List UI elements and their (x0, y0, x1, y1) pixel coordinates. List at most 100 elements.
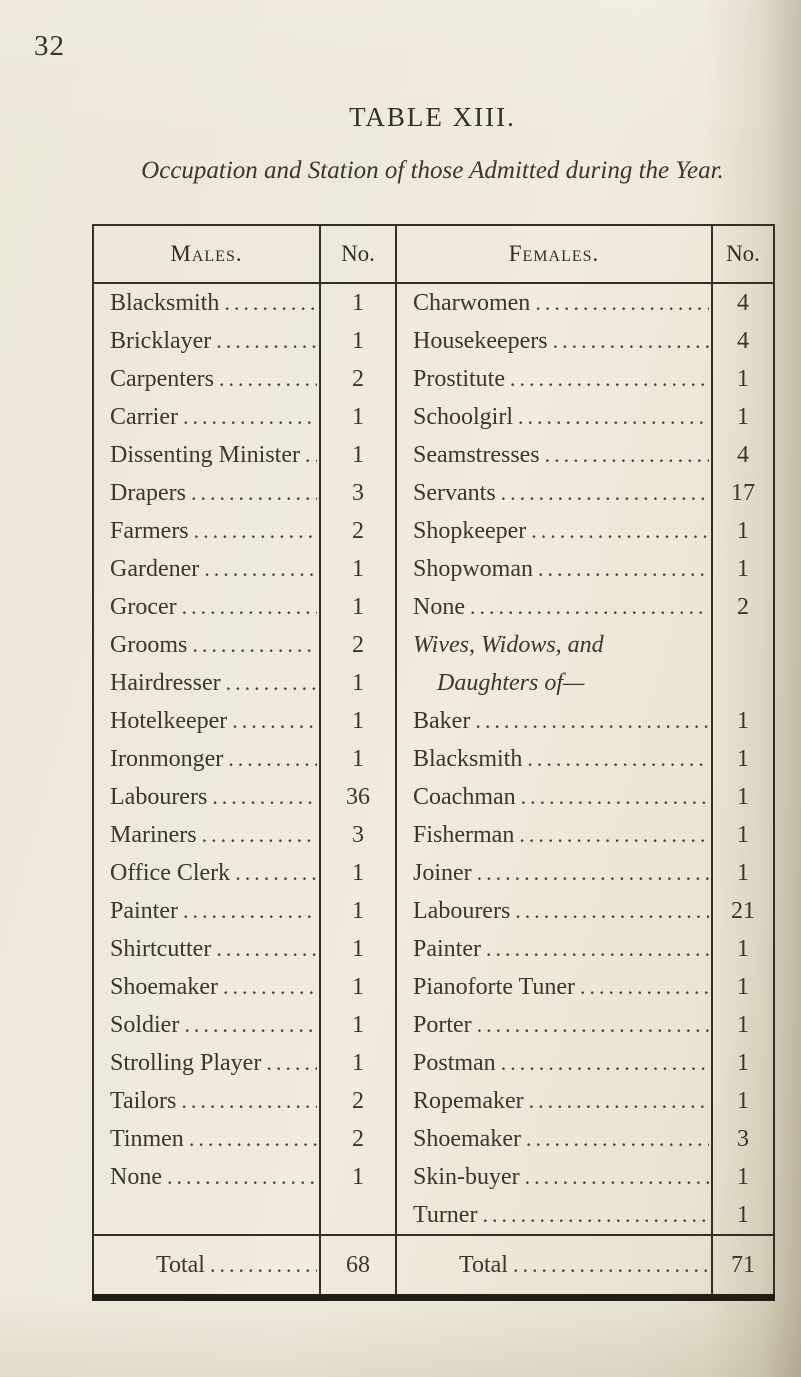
female-count: 1 (711, 360, 774, 398)
dot-leader (516, 778, 709, 816)
female-occupation-label: Housekeepers (413, 328, 548, 354)
female-occupation-label: Joiner (413, 860, 472, 886)
female-total-label: Total (459, 1252, 508, 1278)
table-row: Bricklayer 1 Housekeepers 4 (93, 322, 774, 360)
female-occupation-label: Postman (413, 1050, 496, 1076)
female-occupation-cell: Seamstresses (395, 436, 712, 474)
male-count: 1 (319, 968, 396, 1006)
dot-leader (472, 1006, 709, 1044)
male-count: 1 (319, 702, 396, 740)
occupation-table-body: Blacksmith 1 Charwomen 4 Bricklayer 1 Housekee… (93, 283, 774, 1235)
table-row: Dissenting Minister 1 Seamstresses 4 (93, 436, 774, 474)
female-occupation-cell: Fisherman (395, 816, 712, 854)
male-occupation-cell: Drapers (93, 474, 320, 512)
female-occupation-cell: Ropemaker (395, 1082, 712, 1120)
male-occupation-label: Hairdresser (110, 670, 221, 696)
table-row: Painter 1 Labourers 21 (93, 892, 774, 930)
female-occupation-label: Daughters of— (437, 670, 585, 696)
male-total-label: Total (156, 1252, 205, 1278)
dot-leader (187, 626, 317, 664)
table-row: Farmers 2 Shopkeeper 1 (93, 512, 774, 550)
female-total-value: 71 (711, 1234, 774, 1298)
female-count: 1 (711, 968, 774, 1006)
male-occupation-label: Dissenting Minister (110, 442, 300, 468)
dot-leader (530, 284, 709, 322)
female-occupation-cell: Porter (395, 1006, 712, 1044)
table-row: Soldier 1 Porter 1 (93, 1006, 774, 1044)
female-count: 4 (711, 322, 774, 360)
male-occupation-cell: Strolling Player (93, 1044, 320, 1082)
male-occupation-cell: Carrier (93, 398, 320, 436)
female-occupation-label: Baker (413, 708, 471, 734)
male-count (319, 1196, 396, 1235)
dot-leader (505, 360, 709, 398)
male-count: 1 (319, 740, 396, 778)
occupation-table: Males. No. Females. No. Blacksmith 1 Charw… (92, 224, 775, 1301)
dot-leader (177, 588, 317, 626)
female-occupation-label: Porter (413, 1012, 472, 1038)
male-total-value: 68 (319, 1234, 396, 1298)
male-occupation-label: Tinmen (110, 1126, 184, 1152)
male-count: 1 (319, 588, 396, 626)
dot-leader (548, 322, 709, 360)
male-occupation-cell: Hairdresser (93, 664, 320, 702)
female-occupation-cell: Servants (395, 474, 712, 512)
dot-leader (162, 1158, 317, 1196)
dot-leader (510, 892, 709, 930)
female-occupation-cell: Postman (395, 1044, 712, 1082)
table-row: Strolling Player 1 Postman 1 (93, 1044, 774, 1082)
male-occupation-cell: Dissenting Minister (93, 436, 320, 474)
male-occupation-cell: Tinmen (93, 1120, 320, 1158)
female-occupation-cell: Shopwoman (395, 550, 712, 588)
table-row: Grooms 2 Wives, Widows, and (93, 626, 774, 664)
female-count: 1 (711, 1082, 774, 1120)
female-count: 1 (711, 930, 774, 968)
female-occupation-label: Fisherman (413, 822, 515, 848)
male-count: 1 (319, 854, 396, 892)
table-row: Shoemaker 1 Pianoforte Tuner 1 (93, 968, 774, 1006)
male-count: 36 (319, 778, 396, 816)
male-count: 2 (319, 1082, 396, 1120)
female-count: 1 (711, 398, 774, 436)
table-row: Labourers 36 Coachman 1 (93, 778, 774, 816)
dot-leader (189, 512, 317, 550)
dot-leader (514, 816, 709, 854)
male-occupation-label: Shoemaker (110, 974, 218, 1000)
dot-leader (227, 702, 317, 740)
header-males: Males. (93, 225, 320, 284)
female-count: 1 (711, 1006, 774, 1044)
female-occupation-cell: Wives, Widows, and (395, 626, 712, 664)
dot-leader (470, 702, 709, 740)
table-title: TABLE XIII. (349, 102, 516, 132)
female-occupation-cell: Coachman (395, 778, 712, 816)
dot-leader (221, 664, 317, 702)
male-occupation-cell: Grocer (93, 588, 320, 626)
male-count: 1 (319, 1158, 396, 1196)
female-occupation-cell: Housekeepers (395, 322, 712, 360)
female-occupation-cell: Joiner (395, 854, 712, 892)
male-count: 1 (319, 892, 396, 930)
dot-leader (211, 322, 317, 360)
male-occupation-label: Grocer (110, 594, 177, 620)
male-occupation-cell: Gardener (93, 550, 320, 588)
dot-leader (575, 968, 709, 1006)
dot-leader (300, 436, 317, 474)
female-occupation-cell: None (395, 588, 712, 626)
male-count: 1 (319, 283, 396, 322)
male-occupation-label: Ironmonger (110, 746, 224, 772)
female-count: 1 (711, 550, 774, 588)
female-occupation-label: Shopwoman (413, 556, 533, 582)
dot-leader (472, 854, 709, 892)
male-occupation-label: Hotelkeeper (110, 708, 228, 734)
male-count: 2 (319, 626, 396, 664)
dot-leader (176, 1082, 317, 1120)
female-occupation-label: Prostitute (413, 366, 506, 392)
table-row: Grocer 1 None 2 (93, 588, 774, 626)
female-count: 1 (711, 1196, 774, 1235)
female-occupation-label: Charwomen (413, 290, 531, 316)
male-occupation-cell: Shoemaker (93, 968, 320, 1006)
male-occupation-cell: Carpenters (93, 360, 320, 398)
male-occupation-cell: Office Clerk (93, 854, 320, 892)
female-occupation-cell: Daughters of— (395, 664, 712, 702)
